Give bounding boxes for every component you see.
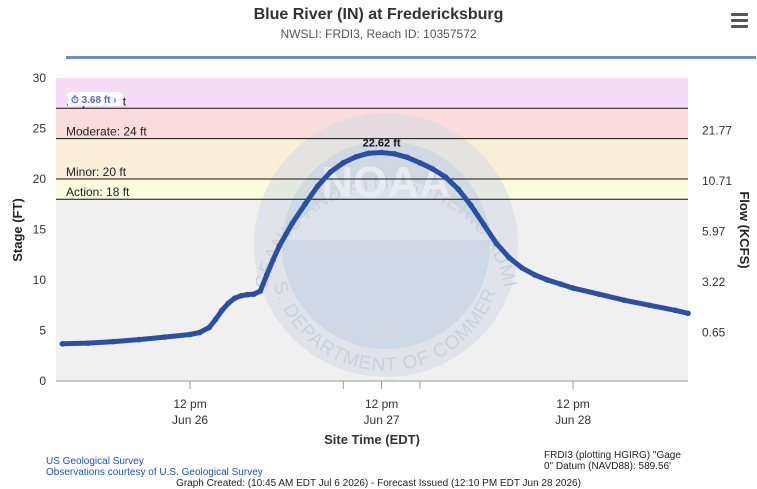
data-point: [327, 169, 334, 175]
data-point: [531, 272, 538, 278]
data-point: [595, 291, 602, 297]
x-tick-label-time: 12 pm: [556, 397, 589, 411]
data-point: [391, 150, 398, 157]
data-point: [251, 291, 257, 297]
datum-note: FRDI3 (plotting HGIRG) "Gage 0" Datum (N…: [544, 450, 694, 472]
data-point: [519, 265, 525, 271]
data-point: [270, 257, 276, 263]
data-point: [685, 310, 691, 317]
chart-annotations: 22.62 ft ⏱ 3.68 ft ›: [67, 92, 401, 150]
category-label-minor: Minor: 20 ft: [66, 165, 127, 179]
usgs-link[interactable]: US Geological Survey: [46, 456, 144, 467]
data-point: [314, 183, 321, 189]
data-point: [59, 341, 66, 347]
y-axis-title: Stage (FT): [10, 198, 25, 262]
min-stage-label: ⏱ 3.68 ft ›: [71, 94, 117, 106]
max-stage-label: 22.62 ft: [363, 138, 401, 150]
data-point: [219, 307, 225, 314]
data-point: [468, 202, 474, 209]
data-point: [506, 254, 513, 261]
data-point: [289, 220, 296, 227]
hamburger-menu-icon[interactable]: [731, 13, 751, 31]
min-stage-tooltip[interactable]: ⏱ 3.68 ft ›: [67, 92, 123, 106]
data-point: [353, 153, 359, 160]
x-tick-label-date: Jun 26: [172, 413, 208, 427]
data-point: [257, 288, 264, 294]
data-point: [557, 281, 564, 287]
y-tick-label: 20: [33, 172, 47, 186]
flow-tick-label: 5.97: [702, 225, 726, 239]
y-tick-label: 0: [39, 374, 46, 388]
data-point: [621, 297, 627, 304]
data-point: [417, 160, 423, 166]
data-point: [212, 316, 219, 323]
data-point: [302, 201, 308, 208]
data-point: [442, 174, 449, 180]
x-tick-label-date: Jun 28: [555, 413, 591, 427]
chart-title: Blue River (IN) at Fredericksburg: [253, 6, 504, 23]
data-point: [244, 291, 251, 298]
y-tick-label: 30: [33, 71, 47, 85]
datum-line-1: FRDI3 (plotting HGIRG) "Gage: [544, 450, 681, 461]
y-tick-label: 5: [39, 324, 46, 338]
y2-axis-title: Flow (KCFS): [737, 191, 752, 268]
data-point: [238, 292, 244, 299]
observations-link[interactable]: Observations courtesy of U.S. Geological…: [46, 467, 263, 478]
data-point: [544, 277, 551, 283]
band-major: [56, 78, 688, 109]
flow-tick-label: 21.77: [702, 124, 732, 138]
data-point: [187, 331, 193, 338]
data-point: [85, 340, 91, 346]
data-point: [378, 149, 385, 156]
title-rule: [66, 56, 756, 59]
data-point: [366, 150, 372, 157]
datum-line-2: 0" Datum (NAVD88): 589.56': [544, 461, 671, 472]
data-point: [136, 336, 142, 343]
x-tick-label-time: 12 pm: [173, 397, 206, 411]
data-point: [283, 231, 289, 238]
flow-tick-label: 10.71: [702, 174, 732, 188]
tooltip-box: [67, 92, 123, 106]
data-point: [263, 272, 270, 278]
flow-tick-label: 3.22: [702, 275, 726, 289]
data-point: [429, 166, 436, 172]
stage-series: [59, 149, 691, 347]
data-point: [206, 324, 213, 331]
data-point: [196, 329, 203, 336]
category-label-moderate: Moderate: 24 ft: [66, 125, 147, 139]
chart-axes: 0 5 10 15 20 25 30 0.65 3.22 5.97 10.71 21.77 12 pm J…: [10, 71, 752, 447]
x-tick-label-date: Jun 27: [364, 413, 400, 427]
y-tick-label: 15: [33, 223, 47, 237]
data-point: [276, 242, 283, 249]
data-point: [231, 295, 238, 301]
flow-tick-label: 0.65: [702, 326, 726, 340]
data-point: [455, 186, 461, 192]
chart-subtitle: NWSLI: FRDI3, Reach ID: 10357572: [280, 27, 477, 41]
data-point: [480, 221, 487, 228]
data-point: [225, 300, 232, 307]
data-point: [570, 285, 576, 291]
data-point: [646, 302, 653, 309]
data-point: [161, 334, 168, 340]
watermark-bird: [282, 177, 490, 240]
graph-created-note: Graph Created: (10:45 AM EDT Jul 6 2026)…: [176, 478, 581, 489]
x-axis-title: Site Time (EDT): [324, 432, 420, 447]
watermark-inner-disc: [282, 141, 490, 349]
data-point: [672, 307, 679, 314]
source-credits: US Geological Survey Observations courte…: [46, 456, 263, 478]
flood-threshold-lines: [56, 107, 688, 200]
data-point: [110, 338, 117, 345]
y-tick-label: 10: [33, 273, 47, 287]
x-tick-label-time: 12 pm: [365, 397, 398, 411]
category-label-action: Action: 18 ft: [66, 185, 130, 199]
y-tick-label: 25: [33, 122, 47, 136]
data-point: [493, 240, 500, 247]
data-point: [404, 154, 410, 161]
data-point: [340, 160, 347, 166]
